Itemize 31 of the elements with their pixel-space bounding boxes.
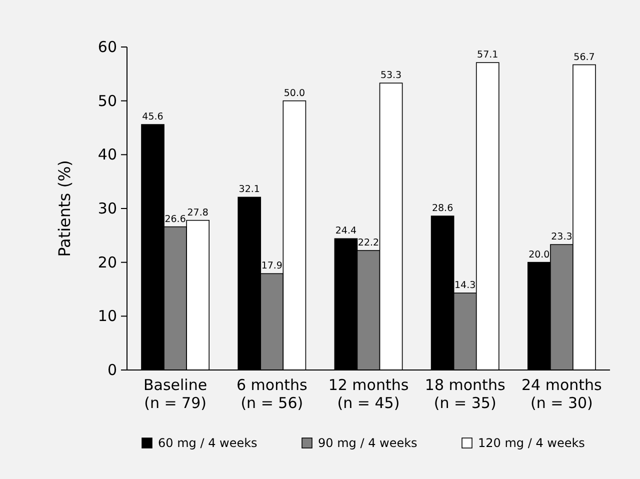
x-tick-label: 6 months (n = 56) [236, 376, 308, 412]
x-tick-label: Baseline (n = 79) [143, 376, 208, 412]
data-label: 14.3 [454, 280, 476, 292]
data-label: 53.3 [380, 70, 402, 82]
legend-label: 60 mg / 4 weeks [158, 436, 258, 450]
y-tick-label: 20 [98, 253, 117, 272]
data-label: 56.7 [574, 52, 595, 63]
legend-label: 120 mg / 4 weeks [478, 436, 585, 450]
data-label: 26.6 [164, 214, 186, 225]
data-label: 17.9 [261, 260, 282, 272]
data-label: 45.6 [142, 112, 164, 123]
y-tick-label: 60 [98, 38, 117, 56]
y-tick-label: 30 [98, 200, 117, 218]
data-label: 20.0 [528, 249, 550, 260]
x-tick-label: 12 months (n = 45) [328, 376, 409, 412]
data-label: 28.6 [432, 203, 454, 214]
data-label: 23.3 [551, 232, 572, 243]
y-axis-title: Patients (%) [55, 160, 74, 257]
data-label: 32.1 [238, 184, 260, 196]
data-label: 24.4 [335, 226, 357, 237]
x-tick-label: 24 months (n = 30) [522, 376, 602, 412]
y-tick-label: 0 [107, 361, 117, 379]
data-label: 22.2 [358, 237, 380, 248]
data-label: 57.1 [477, 50, 498, 61]
y-tick-label: 10 [98, 307, 117, 326]
legend-label: 90 mg / 4 weeks [318, 436, 418, 450]
y-tick-label: 50 [98, 92, 117, 110]
y-tick-label: 40 [98, 146, 117, 164]
data-label: 27.8 [187, 207, 208, 218]
data-label: 50.0 [284, 88, 306, 99]
x-tick-label: 18 months (n = 35) [424, 376, 506, 412]
